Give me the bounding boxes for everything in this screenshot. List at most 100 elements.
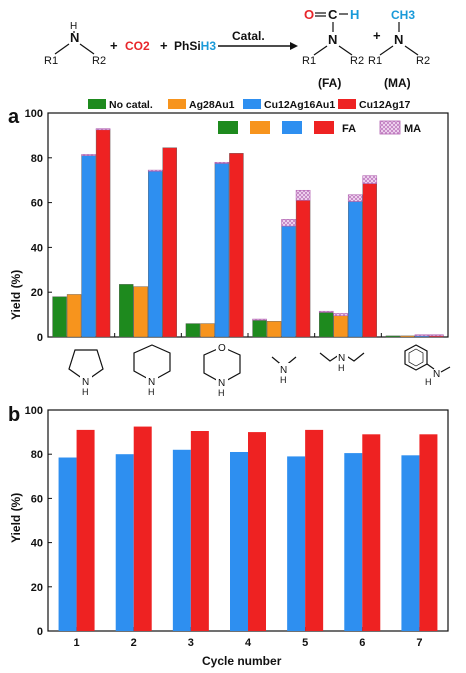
panel-b-bar	[305, 429, 324, 631]
panel-a-bar-fa	[229, 153, 244, 338]
dimethylamine-n: N	[280, 365, 287, 376]
panel-b-bar	[287, 456, 306, 631]
ma-r2-bond	[404, 45, 419, 56]
panel-b-bar	[344, 453, 363, 631]
panel-a-legend-top: No catal. Ag28Au1 Cu12Ag16Au1 Cu12Ag17	[88, 99, 411, 111]
dimethylamine-structure: N H	[271, 356, 297, 385]
panel-b-xtick-label: 3	[188, 637, 194, 649]
fa-r1-bond	[313, 45, 328, 56]
panel-a-label: a	[8, 106, 20, 128]
plus-sign-2: +	[160, 38, 168, 53]
fa-c-atom: C	[328, 7, 338, 22]
panel-a-bar-fa	[81, 155, 96, 338]
plus-sign-3: +	[373, 28, 381, 43]
panel-a-ytick-label: 40	[31, 242, 43, 254]
pyrrolidine-n: N	[82, 377, 89, 388]
n-methylaniline-n: N	[433, 369, 440, 380]
panel-a-bar-fa	[214, 163, 230, 338]
n-methylaniline-inner-ring	[408, 348, 424, 367]
ma-r1-bond	[379, 45, 394, 56]
panel-b-bar	[133, 426, 152, 631]
panel-b-bar	[76, 429, 95, 631]
panel-a-bar-ma	[81, 154, 96, 156]
silane-h3: H3	[201, 39, 217, 53]
piperidine-n-bg	[146, 375, 158, 386]
reaction-arrow-head	[290, 42, 298, 50]
fa-h-atom: H	[350, 7, 359, 22]
fa-r2: R2	[350, 55, 364, 67]
panel-a-bar-fa	[66, 294, 82, 338]
panel-a-bar-fa	[362, 183, 377, 338]
reactant-h-atom: H	[70, 21, 77, 32]
n-methylaniline-methyl-bond	[440, 366, 451, 373]
morpholine-structure: O N H	[203, 341, 241, 397]
panel-a-bar-ma	[414, 334, 430, 337]
inner-legend-fa: FA	[342, 123, 356, 135]
panel-a-bar-fa	[252, 319, 267, 338]
silane-prefix: PhSi	[174, 39, 201, 53]
panel-b-ytick-label: 60	[31, 493, 43, 505]
morpholine-h: H	[218, 388, 225, 397]
pyrrolidine-h: H	[82, 387, 89, 397]
ma-label: (MA)	[384, 76, 411, 90]
panel-b-bar	[230, 451, 248, 631]
panel-a-bar-fa	[319, 312, 334, 338]
reactant-r2: R2	[92, 55, 106, 67]
inner-swatch-green	[218, 121, 238, 134]
diethylamine-h: H	[338, 363, 345, 373]
n-methylaniline-ring	[404, 344, 428, 371]
panel-a-bar-ma	[347, 194, 363, 202]
panel-a-bar-ma	[95, 128, 111, 131]
panel-b-xtick-label: 6	[359, 637, 365, 649]
panel-a-ytick-label: 100	[25, 108, 43, 120]
panel-a-legend-inner: FA MA	[218, 120, 421, 135]
reactant-n-atom: N	[70, 30, 79, 45]
panel-b-bar	[58, 457, 77, 631]
dimethylamine-n-bg	[279, 363, 290, 374]
panel-a-bar-ma	[295, 189, 311, 201]
inner-legend-ma: MA	[404, 123, 421, 135]
panel-a-bar-fa	[148, 171, 163, 338]
panel-b-ytick-label: 100	[25, 405, 43, 417]
diethylamine-structure: N H	[319, 351, 365, 373]
ma-r2: R2	[416, 55, 430, 67]
legend-swatch-no-catal	[88, 99, 106, 109]
panel-a-bar-ma	[333, 313, 349, 317]
legend-swatch-ag28au1	[168, 99, 186, 109]
panel-a-ytick-label: 0	[37, 332, 43, 344]
panel-a-chart: a No catal. Ag28Au1 Cu12Ag16Au1 Cu12Ag17…	[8, 99, 449, 344]
panel-b-xlabel: Cycle number	[202, 654, 282, 668]
panel-a-molecules: N H N H O N H N H N H N H	[68, 341, 451, 397]
reaction-scheme: N H R1 R2 + CO2 + PhSiH3 Catal. O C H N …	[44, 7, 430, 90]
fa-label: (FA)	[318, 76, 341, 90]
panel-a-bar-fa	[185, 323, 201, 338]
legend-swatch-cu12ag17	[338, 99, 356, 109]
panel-a-bar-fa	[266, 321, 282, 338]
reactant-r1-bond	[54, 43, 70, 55]
legend-label-no-catal: No catal.	[109, 99, 153, 111]
pyrrolidine-n-bg	[80, 375, 92, 386]
panel-b-bar	[172, 449, 191, 631]
panel-a-ytick-label: 20	[31, 287, 43, 299]
diethylamine-n-bg	[337, 351, 348, 362]
morpholine-n-bg	[216, 376, 228, 387]
panel-a-bar-fa	[133, 286, 148, 338]
panel-b-ytick-label: 80	[31, 449, 43, 461]
catalyst-label: Catal.	[232, 29, 265, 43]
panel-a-bar-fa	[200, 323, 215, 338]
fa-r2-bond	[338, 45, 353, 56]
panel-b-bar	[248, 432, 266, 631]
panel-a-bar-ma	[429, 334, 444, 337]
panel-b-bar	[190, 430, 209, 631]
legend-label-cu12ag16au1: Cu12Ag16Au1	[264, 99, 335, 111]
legend-label-ag28au1: Ag28Au1	[189, 99, 235, 111]
inner-swatch-orange	[250, 121, 270, 134]
panel-b-ytick-label: 40	[31, 538, 43, 550]
panel-a-bar-fa	[385, 335, 401, 338]
panel-b-chart: b Yield (%) Cycle number 0 20 40 60 80 100 1 2 3…	[8, 404, 449, 668]
panel-a-bar-fa	[52, 296, 67, 338]
panel-a-ylabel: Yield (%)	[9, 270, 23, 320]
legend-swatch-cu12ag16au1	[243, 99, 261, 109]
panel-b-xtick-label: 4	[245, 637, 252, 649]
plus-sign-1: +	[110, 38, 118, 53]
